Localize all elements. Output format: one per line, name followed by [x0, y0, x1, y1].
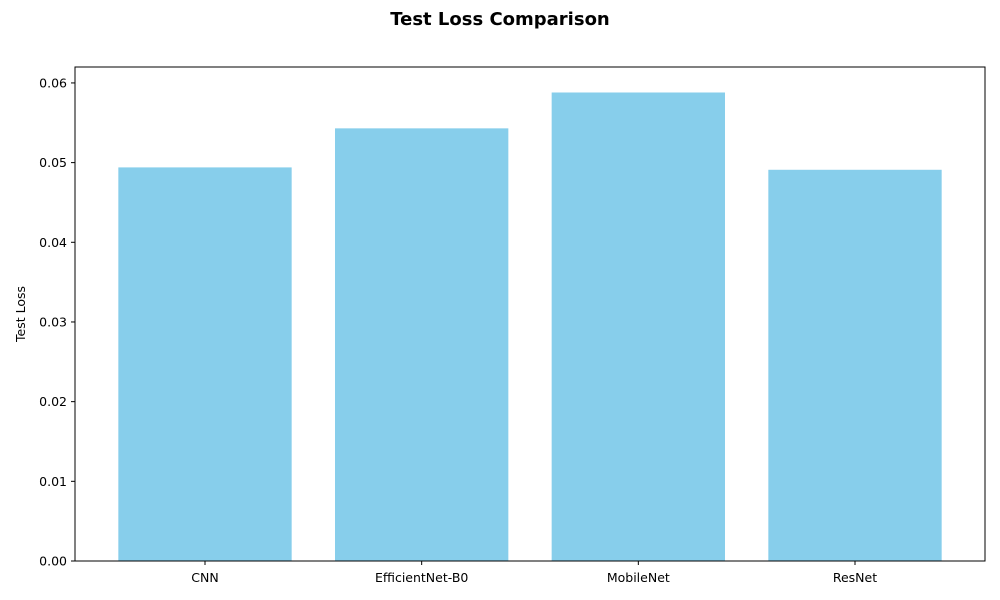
x-tick-label: MobileNet: [607, 570, 670, 585]
chart-title: Test Loss Comparison: [390, 9, 610, 30]
bar-mobilenet: [551, 92, 725, 562]
bars-layer: [118, 92, 942, 562]
y-tick-label: 0.06: [39, 75, 67, 90]
y-tick-label: 0.00: [39, 554, 67, 569]
y-tick-label: 0.01: [39, 474, 67, 489]
plot-frame: [74, 66, 986, 562]
y-tick-label: 0.03: [39, 314, 67, 329]
y-tick-label: 0.05: [39, 155, 67, 170]
x-tick-label: CNN: [191, 570, 218, 585]
bar-cnn: [118, 167, 292, 561]
y-tick-label: 0.02: [39, 394, 67, 409]
x-tick-label: ResNet: [833, 570, 877, 585]
y-axis-label: Test Loss: [13, 286, 28, 343]
ticks-layer: CNN EfficientNet-B0 MobileNet ResNet 0.00 0.0…: [39, 75, 877, 585]
y-tick-label: 0.04: [39, 235, 67, 250]
bar-resnet: [768, 169, 942, 561]
x-tick-label: EfficientNet-B0: [375, 570, 468, 585]
bar-efficientnet-b0: [335, 128, 509, 561]
